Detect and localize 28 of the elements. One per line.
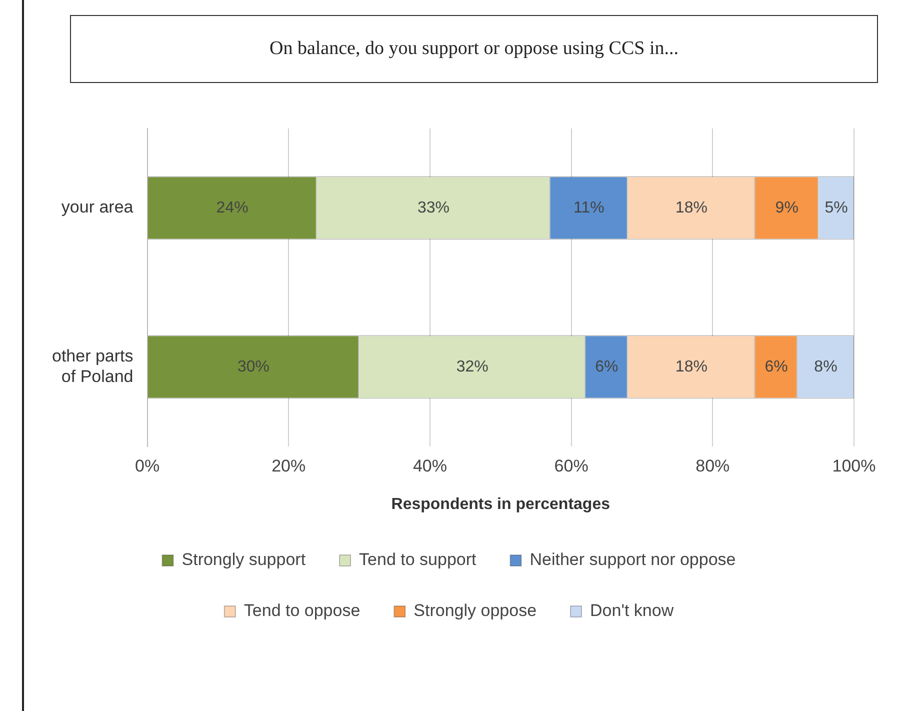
x-axis-title: Respondents in percentages [391,496,610,513]
data-label: 30% [238,358,270,376]
chart-title: On balance, do you support or oppose using CCS in... [70,15,878,83]
y-tick-label: your area [61,198,134,217]
data-label: 8% [814,358,838,376]
y-tick-label: other parts of Poland [52,346,134,386]
data-label: 18% [675,358,708,376]
x-tick-label: 0% [134,456,160,476]
legend-label: Neither support nor oppose [530,550,736,570]
legend-label: Tend to oppose [244,601,360,620]
data-label: 18% [675,199,708,216]
data-label: 5% [824,199,848,216]
x-tick-label: 60% [554,456,588,476]
x-tick-label: 100% [832,456,876,476]
x-tick-label: 40% [412,456,447,476]
data-label: 9% [775,199,798,216]
data-label: 11% [574,199,604,216]
legend-label: Strongly oppose [414,601,537,620]
x-tick-label: 80% [696,456,730,476]
data-label: 6% [764,358,788,376]
x-tick-label: 20% [272,456,306,476]
data-label: 33% [417,199,450,216]
data-label: 24% [216,199,248,216]
data-label: 6% [595,358,618,376]
legend-label: Tend to support [359,550,477,570]
legend-label: Strongly support [182,550,306,570]
legend-label: Don't know [590,601,674,620]
data-label: 32% [456,358,488,376]
